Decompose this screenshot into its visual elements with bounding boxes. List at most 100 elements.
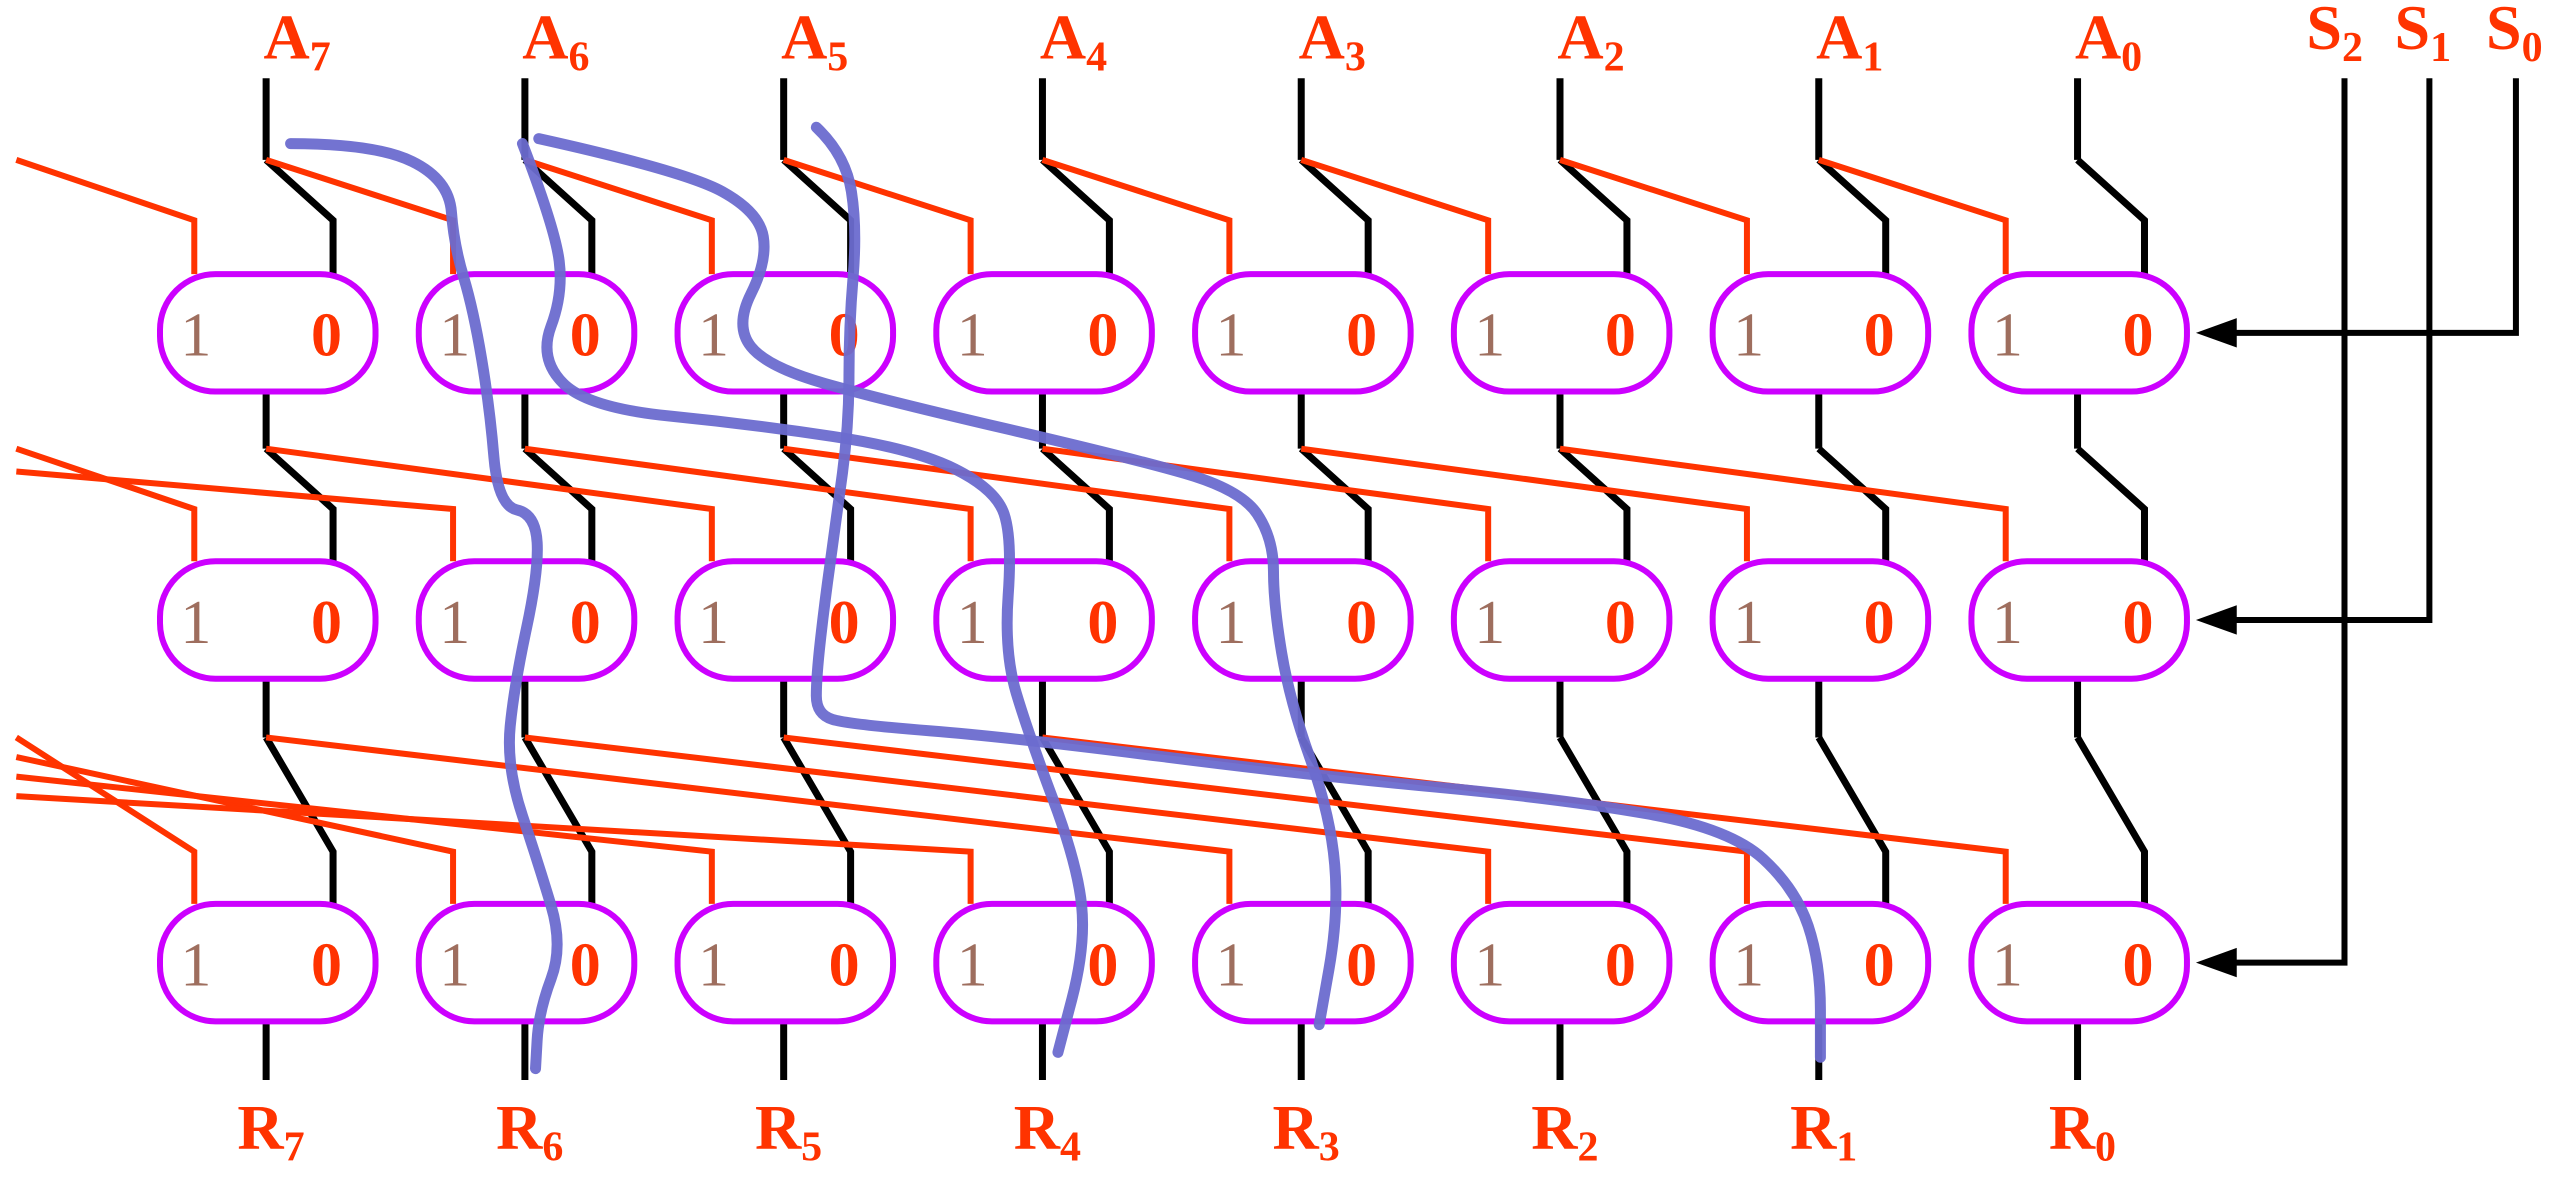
straight-wire: [1815, 735, 1890, 904]
wire-layer: [14, 78, 2519, 1081]
shift-wire: [14, 734, 198, 904]
mux-input-0-label: 0: [2122, 589, 2153, 657]
mux-input-0-label: 0: [570, 589, 601, 657]
input-label-A4: A4: [1040, 2, 1107, 81]
shift-wire: [782, 157, 974, 275]
output-label-R4: R4: [1014, 1092, 1081, 1171]
mux-outline: [157, 558, 379, 682]
straight-wire: [2074, 735, 2148, 904]
shift-wire: [16, 773, 715, 904]
input-label-A0: A0: [2075, 2, 2142, 81]
shift-wire: [265, 157, 457, 275]
mux-input-1-label: 1: [1216, 302, 1247, 370]
mux-input-0-label: 0: [311, 931, 342, 999]
mux-input-1-label: 1: [439, 589, 470, 657]
select-line: [2207, 78, 2519, 336]
mux-input-1-label: 1: [1474, 302, 1505, 370]
mux-input-1-label: 1: [698, 931, 729, 999]
highlight-path: [810, 121, 1826, 1063]
straight-wire: [263, 446, 337, 562]
mux-outline: [933, 271, 1155, 395]
select-label-S1: S1: [2395, 0, 2452, 71]
input-label-A5: A5: [781, 2, 848, 81]
mux-input-1-label: 1: [698, 589, 729, 657]
output-label-R2: R2: [1531, 1092, 1598, 1171]
mux-input-0-label: 0: [1864, 302, 1895, 370]
mux-input-1-label: 1: [1733, 302, 1764, 370]
output-label-R1: R1: [1790, 1092, 1857, 1171]
mux-input-1-label: 1: [1992, 302, 2023, 370]
straight-wire: [263, 735, 337, 904]
mux-input-0-label: 0: [570, 931, 601, 999]
mux-input-1-label: 1: [180, 589, 211, 657]
mux-input-1-label: 1: [1992, 931, 2023, 999]
input-label-A1: A1: [1816, 2, 1883, 81]
mux-input-1-label: 1: [698, 302, 729, 370]
straight-wire: [1557, 157, 1631, 275]
mux-input-0-label: 0: [1605, 931, 1636, 999]
shift-wire: [15, 754, 457, 904]
mux-outline: [415, 271, 638, 395]
mux-outline: [1450, 558, 1673, 682]
select-line: [2207, 78, 2433, 623]
mux-input-0-label: 0: [1087, 589, 1118, 657]
mux-input-1-label: 1: [1733, 931, 1764, 999]
mux-outline: [1192, 558, 1414, 682]
input-label-A3: A3: [1299, 2, 1366, 81]
highlight-path: [285, 138, 563, 1075]
mux-input-1-label: 1: [439, 931, 470, 999]
select-line: [2207, 78, 2348, 966]
mux-outline: [933, 900, 1155, 1025]
mux-input-0-label: 0: [1087, 931, 1118, 999]
straight-wire: [780, 735, 855, 904]
mux-outline: [1192, 900, 1414, 1025]
mux-input-1-label: 1: [180, 931, 211, 999]
shift-wire: [265, 445, 715, 562]
straight-wire: [1557, 446, 1631, 562]
mux-input-0-label: 0: [2122, 931, 2153, 999]
mux-outline: [674, 271, 897, 395]
straight-wire: [1040, 446, 1113, 562]
mux-outline: [1709, 271, 1932, 395]
input-label-A6: A6: [522, 2, 589, 81]
shift-wire: [16, 468, 457, 562]
mux-input-1-label: 1: [180, 302, 211, 370]
mux-input-0-label: 0: [1864, 589, 1895, 657]
mux-input-0-label: 0: [1346, 589, 1377, 657]
straight-wire: [1816, 157, 1890, 275]
shift-wire: [1042, 445, 1492, 562]
shift-wire: [15, 445, 198, 562]
mux-input-0-label: 0: [1605, 589, 1636, 657]
mux-input-1-label: 1: [957, 589, 988, 657]
mux-outline: [415, 558, 638, 682]
output-label-R3: R3: [1273, 1092, 1340, 1171]
mux-input-1-label: 1: [957, 302, 988, 370]
shift-wire: [524, 445, 974, 562]
mux-outline: [1450, 900, 1673, 1025]
label-layer: A7 A6 A5 A4 A3 A2 A1 A0 R7 R6 R5 R4 R3 R2 R1 R0 S2 S1 S0: [237, 0, 2542, 1171]
mux-input-0-label: 0: [829, 931, 860, 999]
straight-wire: [1298, 157, 1372, 275]
straight-wire: [1039, 735, 1113, 904]
input-label-A7: A7: [264, 2, 331, 81]
mux-outline: [1450, 271, 1673, 395]
shift-wire: [1559, 157, 1750, 275]
straight-wire: [1816, 446, 1890, 562]
mux-input-1-label: 1: [439, 302, 470, 370]
mux-input-0-label: 0: [1346, 931, 1377, 999]
select-label-S2: S2: [2306, 0, 2363, 71]
